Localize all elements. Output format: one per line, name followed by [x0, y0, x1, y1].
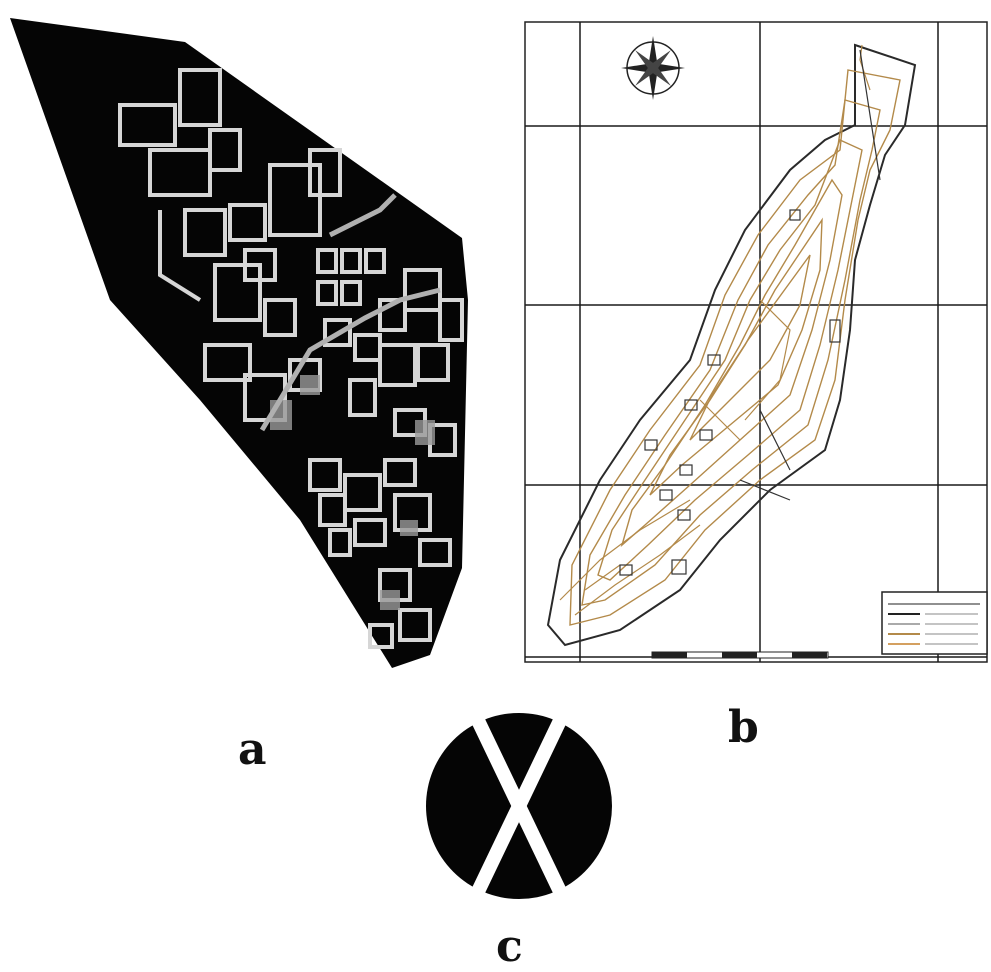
- map-structures: [619, 49, 881, 576]
- compass-rose-icon: [621, 36, 685, 100]
- map-frame: [524, 21, 988, 663]
- site-contours: [546, 43, 917, 647]
- panel-c-symbol: [426, 704, 612, 908]
- panel-a-site-plan: [10, 18, 468, 668]
- panel-label-b: b: [728, 702, 759, 753]
- site-outline: [546, 43, 917, 647]
- scale-bar: [651, 651, 829, 659]
- panel-b-topographic-map: [524, 21, 988, 663]
- symbol-cross: [465, 704, 573, 908]
- legend-box: [881, 591, 988, 655]
- paths: [259, 193, 441, 432]
- panel-label-a: a: [238, 724, 267, 775]
- panel-label-c: c: [496, 921, 523, 972]
